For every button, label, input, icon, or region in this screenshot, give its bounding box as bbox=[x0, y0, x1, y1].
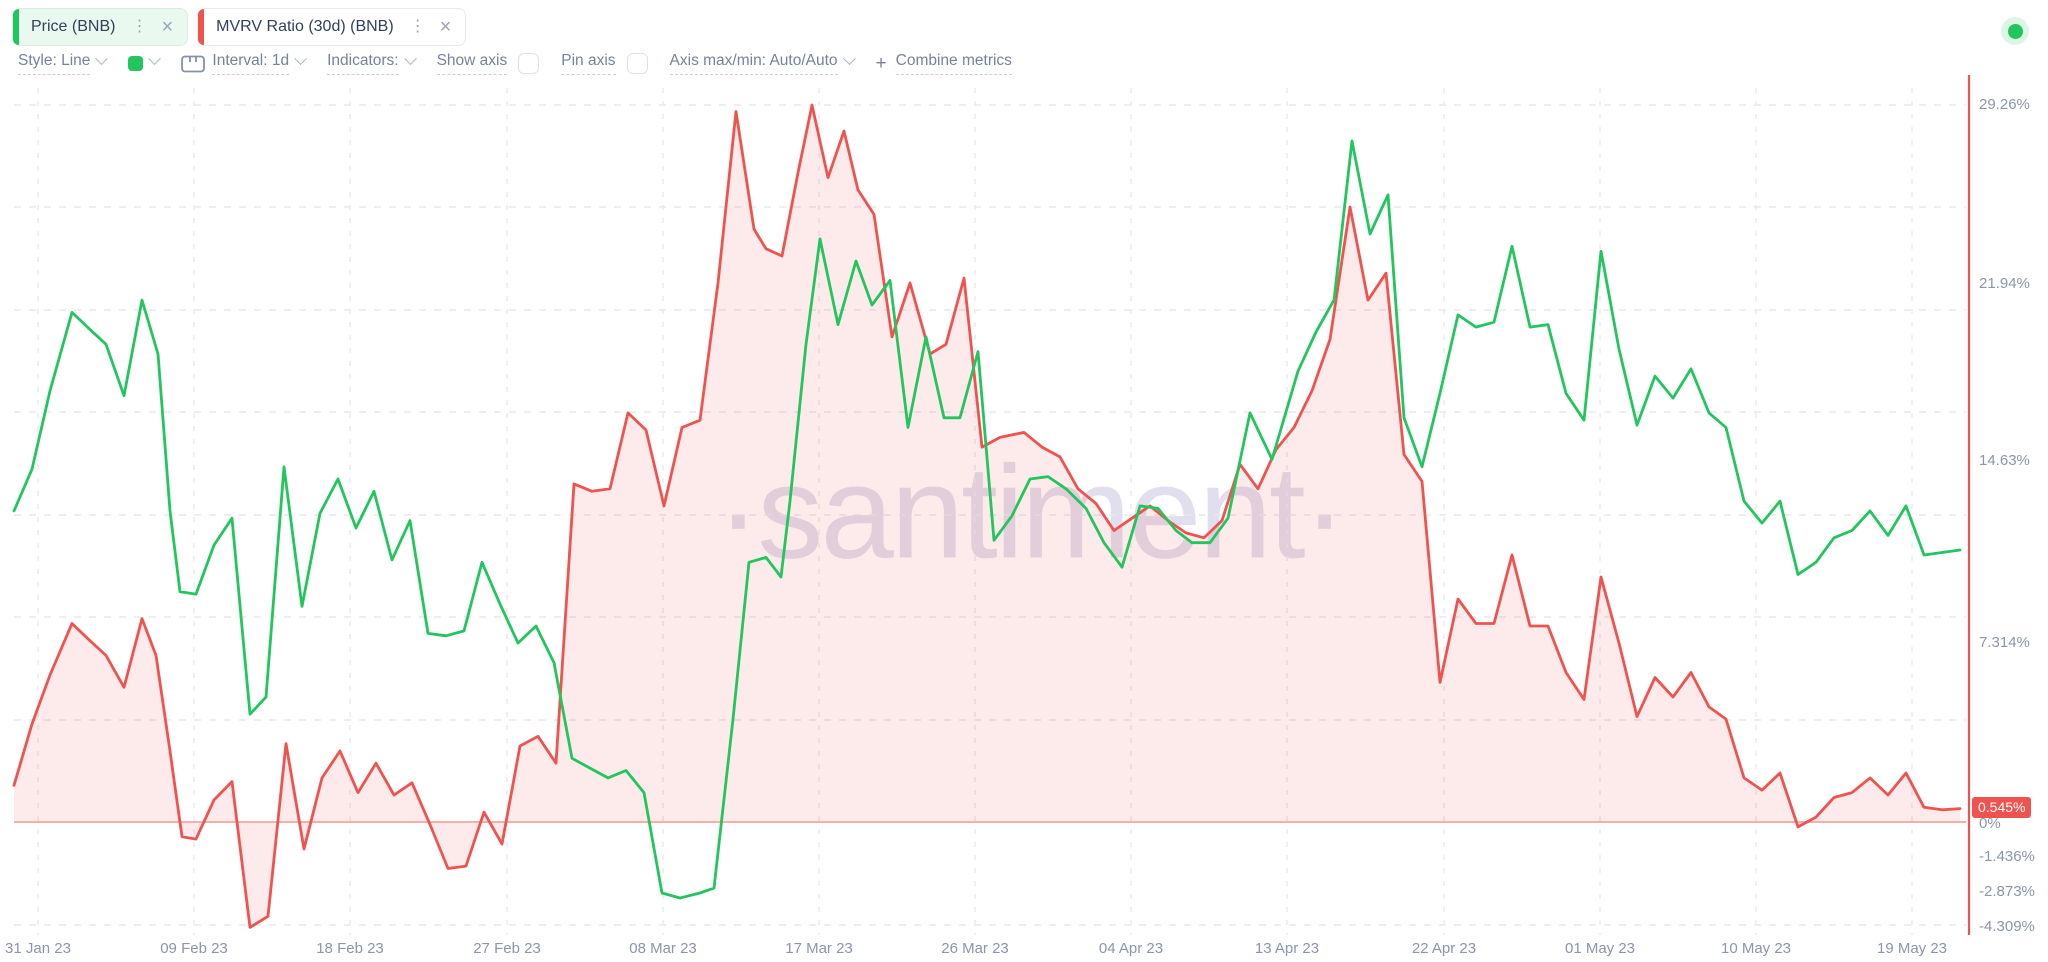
x-axis-label: 13 Apr 23 bbox=[1254, 940, 1320, 957]
combine-metrics-button[interactable]: + Combine metrics bbox=[875, 52, 1012, 75]
pin-axis-control: Pin axis bbox=[561, 52, 648, 75]
status-indicator bbox=[2001, 17, 2029, 45]
y-axis-label: 14.63% bbox=[1979, 452, 2030, 469]
close-icon[interactable]: × bbox=[439, 16, 452, 38]
chevron-down-icon bbox=[842, 52, 856, 66]
y-axis-label: -1.436% bbox=[1979, 848, 2035, 865]
y-axis-label: 21.94% bbox=[1979, 275, 2030, 292]
kebab-menu-icon[interactable]: ⋮ bbox=[409, 18, 426, 35]
x-axis-label: 17 Mar 23 bbox=[785, 940, 853, 957]
color-picker[interactable] bbox=[128, 52, 162, 71]
kebab-menu-icon[interactable]: ⋮ bbox=[131, 18, 148, 35]
y-axis-label: -2.873% bbox=[1979, 883, 2035, 900]
x-axis-label: 08 Mar 23 bbox=[629, 940, 697, 957]
y-axis-label: 0% bbox=[1979, 815, 2001, 832]
x-axis-label: 27 Feb 23 bbox=[473, 940, 541, 957]
x-axis-label: 01 May 23 bbox=[1564, 940, 1636, 957]
x-axis-label: 26 Mar 23 bbox=[941, 940, 1009, 957]
x-axis-label: 31 Jan 23 bbox=[5, 940, 71, 957]
y-axis-label: 29.26% bbox=[1979, 96, 2030, 113]
show-axis-checkbox[interactable] bbox=[518, 53, 540, 74]
y-axis-label: 7.314% bbox=[1979, 634, 2030, 651]
interval-dropdown[interactable]: Interval: 1d bbox=[181, 52, 307, 75]
close-icon[interactable]: × bbox=[161, 16, 174, 38]
x-axis-label: 04 Apr 23 bbox=[1098, 940, 1164, 957]
chevron-down-icon bbox=[403, 52, 417, 66]
x-axis-label: 19 May 23 bbox=[1876, 940, 1948, 957]
metric-tab-price[interactable]: Price (BNB) ⋮ × bbox=[12, 8, 189, 46]
y-axis-label: -4.309% bbox=[1979, 918, 2035, 935]
interval-ruler-icon bbox=[181, 55, 206, 72]
metric-accent-bar-green bbox=[13, 9, 19, 45]
metric-tab-mvrv[interactable]: MVRV Ratio (30d) (BNB) ⋮ × bbox=[197, 8, 467, 46]
chart-toolbar: Style: Line Interval: 1d Indicators: Sho… bbox=[18, 52, 1012, 75]
x-axis-label: 18 Feb 23 bbox=[316, 940, 384, 957]
indicators-dropdown[interactable]: Indicators: bbox=[327, 52, 417, 75]
last-value-badge: 0.545% bbox=[1972, 797, 2032, 818]
x-axis-label: 22 Apr 23 bbox=[1411, 940, 1477, 957]
metric-tab-label: MVRV Ratio (30d) (BNB) bbox=[216, 18, 394, 35]
style-dropdown[interactable]: Style: Line bbox=[18, 52, 109, 75]
pin-axis-checkbox[interactable] bbox=[626, 53, 648, 74]
plus-icon: + bbox=[875, 53, 887, 74]
chevron-down-icon bbox=[294, 52, 307, 66]
chevron-down-icon bbox=[95, 52, 109, 66]
color-swatch bbox=[128, 56, 144, 71]
metric-tabs: Price (BNB) ⋮ × MVRV Ratio (30d) (BNB) ⋮… bbox=[12, 8, 467, 46]
santiment-watermark: ·santiment· bbox=[716, 437, 1346, 588]
metric-tab-label: Price (BNB) bbox=[31, 18, 116, 35]
metric-accent-bar-red bbox=[198, 9, 205, 45]
axis-maxmin-dropdown[interactable]: Axis max/min: Auto/Auto bbox=[669, 52, 856, 75]
x-axis-label: 09 Feb 23 bbox=[160, 940, 228, 957]
chevron-down-icon bbox=[148, 52, 162, 66]
show-axis-control: Show axis bbox=[436, 52, 540, 75]
x-axis-label: 10 May 23 bbox=[1720, 940, 1792, 957]
